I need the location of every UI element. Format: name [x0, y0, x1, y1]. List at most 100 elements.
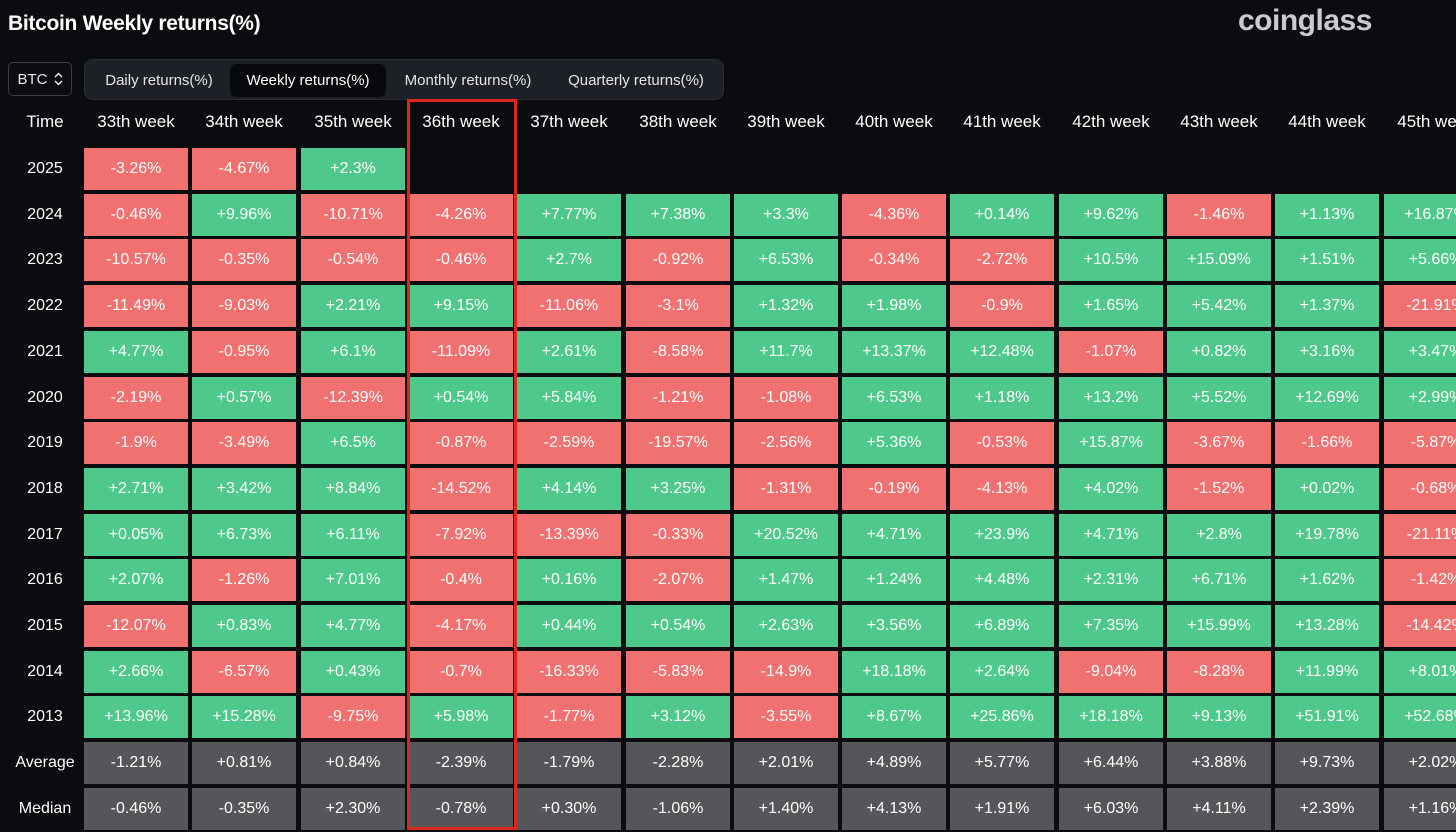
stat-cell: +5.77%	[950, 742, 1054, 784]
row-label: 2018	[27, 480, 63, 497]
row-label: 2021	[27, 343, 63, 360]
column-header[interactable]: 38th week	[639, 112, 717, 131]
tab-quarterly-returns[interactable]: Quarterly returns(%)	[568, 72, 704, 89]
return-cell: +4.77%	[84, 331, 188, 373]
return-cell: +18.18%	[842, 651, 946, 693]
return-cell: -3.1%	[626, 285, 730, 327]
column-header[interactable]: 44th week	[1288, 112, 1366, 131]
return-cell: -0.54%	[301, 239, 405, 281]
return-cell: -1.21%	[626, 377, 730, 419]
column-header[interactable]: 45th week	[1397, 112, 1456, 131]
stat-cell: +4.89%	[842, 742, 946, 784]
column-header[interactable]: 42th week	[1072, 112, 1150, 131]
return-cell: +1.51%	[1275, 239, 1379, 281]
return-cell: +3.3%	[734, 194, 838, 236]
return-cell: +9.13%	[1167, 696, 1271, 738]
column-header[interactable]: 39th week	[747, 112, 825, 131]
return-cell: -3.49%	[192, 422, 296, 464]
return-cell: +6.11%	[301, 514, 405, 556]
return-cell: -0.92%	[626, 239, 730, 281]
stat-cell: -1.21%	[84, 742, 188, 784]
return-cell: +0.82%	[1167, 331, 1271, 373]
return-cell: -2.56%	[734, 422, 838, 464]
return-cell: +5.66%	[1384, 239, 1456, 281]
column-header[interactable]: 34th week	[205, 112, 283, 131]
return-cell: +6.89%	[950, 605, 1054, 647]
return-cell: -8.58%	[626, 331, 730, 373]
return-cell: +7.35%	[1059, 605, 1163, 647]
return-cell: -0.19%	[842, 468, 946, 510]
return-cell: -21.11%	[1384, 514, 1456, 556]
stat-cell: +2.01%	[734, 742, 838, 784]
return-cell: +25.86%	[950, 696, 1054, 738]
return-cell: +11.99%	[1275, 651, 1379, 693]
return-cell: -8.28%	[1167, 651, 1271, 693]
return-cell: -14.52%	[409, 468, 513, 510]
return-cell: +1.32%	[734, 285, 838, 327]
return-cell: +7.01%	[301, 559, 405, 601]
return-cell: -1.77%	[517, 696, 621, 738]
stat-cell: -0.46%	[84, 788, 188, 830]
return-cell: -0.87%	[409, 422, 513, 464]
return-cell: -0.4%	[409, 559, 513, 601]
tab-weekly-returns[interactable]: Weekly returns(%)	[230, 64, 386, 97]
return-cell: -10.57%	[84, 239, 188, 281]
return-cell: +0.16%	[517, 559, 621, 601]
stat-cell: +9.73%	[1275, 742, 1379, 784]
column-header[interactable]: 37th week	[530, 112, 608, 131]
column-header[interactable]: 33th week	[97, 112, 175, 131]
tab-monthly-returns[interactable]: Monthly returns(%)	[404, 72, 532, 89]
column-header[interactable]: 43th week	[1180, 112, 1258, 131]
stat-cell: -1.79%	[517, 742, 621, 784]
column-header[interactable]: 35th week	[314, 112, 392, 131]
column-header[interactable]: 40th week	[855, 112, 933, 131]
return-cell: +2.21%	[301, 285, 405, 327]
stat-cell: +4.11%	[1167, 788, 1271, 830]
return-cell: +2.3%	[301, 148, 405, 190]
return-cell: -1.9%	[84, 422, 188, 464]
row-label: 2013	[27, 708, 63, 725]
return-cell: +2.71%	[84, 468, 188, 510]
return-cell: +9.15%	[409, 285, 513, 327]
return-cell: +4.14%	[517, 468, 621, 510]
return-cell: -2.19%	[84, 377, 188, 419]
return-cell: -14.42%	[1384, 605, 1456, 647]
stat-cell: +2.39%	[1275, 788, 1379, 830]
return-cell: +11.7%	[734, 331, 838, 373]
return-cell: -0.95%	[192, 331, 296, 373]
stat-cell: +0.84%	[301, 742, 405, 784]
tab-daily-returns[interactable]: Daily returns(%)	[105, 72, 213, 89]
return-cell: +0.83%	[192, 605, 296, 647]
return-cell: +18.18%	[1059, 696, 1163, 738]
return-cell: +2.63%	[734, 605, 838, 647]
return-cell: -3.26%	[84, 148, 188, 190]
return-cell: -0.46%	[84, 194, 188, 236]
column-header[interactable]: 41th week	[963, 112, 1041, 131]
return-period-tabs: Daily returns(%) Weekly returns(%) Month…	[84, 59, 724, 100]
asset-select[interactable]: BTC	[8, 62, 72, 96]
return-cell: +1.62%	[1275, 559, 1379, 601]
return-cell: +4.71%	[842, 514, 946, 556]
stat-cell: +1.16%	[1384, 788, 1456, 830]
column-header[interactable]: 36th week	[422, 112, 500, 131]
coinglass-logo[interactable]: coinglass	[1238, 4, 1372, 37]
return-cell: +13.2%	[1059, 377, 1163, 419]
row-label: 2025	[27, 160, 63, 177]
return-cell: -12.39%	[301, 377, 405, 419]
return-cell: -9.03%	[192, 285, 296, 327]
return-cell: +2.61%	[517, 331, 621, 373]
chevron-up-down-icon	[53, 72, 63, 86]
return-cell: -4.13%	[950, 468, 1054, 510]
stat-cell: -2.39%	[409, 742, 513, 784]
stat-cell: -2.28%	[626, 742, 730, 784]
return-cell: +1.18%	[950, 377, 1054, 419]
return-cell: -3.67%	[1167, 422, 1271, 464]
return-cell: +9.62%	[1059, 194, 1163, 236]
return-cell: +3.56%	[842, 605, 946, 647]
return-cell: -0.53%	[950, 422, 1054, 464]
return-cell: +2.7%	[517, 239, 621, 281]
return-cell: -5.83%	[626, 651, 730, 693]
return-cell: +4.71%	[1059, 514, 1163, 556]
row-label: 2020	[27, 389, 63, 406]
return-cell: +3.47%	[1384, 331, 1456, 373]
